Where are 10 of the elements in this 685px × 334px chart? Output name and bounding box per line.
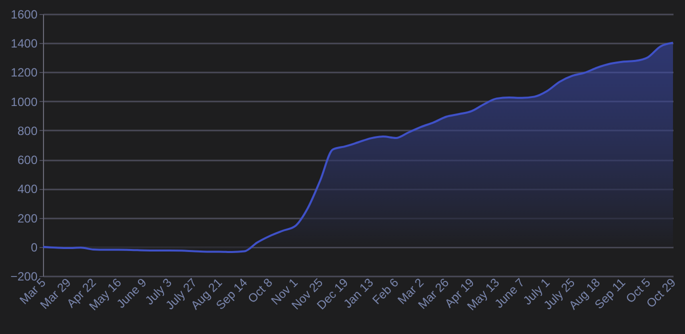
y-tick-label: 0 bbox=[30, 240, 38, 254]
y-tick-label: 600 bbox=[17, 153, 38, 168]
y-tick-label: 400 bbox=[17, 182, 38, 196]
y-tick-label: 1200 bbox=[10, 66, 38, 80]
y-tick-label: −200 bbox=[10, 270, 38, 284]
y-tick-label: 1000 bbox=[10, 94, 38, 109]
y-tick-label: 1600 bbox=[10, 8, 38, 22]
y-tick-label: 1400 bbox=[10, 36, 38, 51]
y-tick-label: 200 bbox=[17, 211, 38, 226]
y-tick-label: 800 bbox=[17, 124, 38, 138]
